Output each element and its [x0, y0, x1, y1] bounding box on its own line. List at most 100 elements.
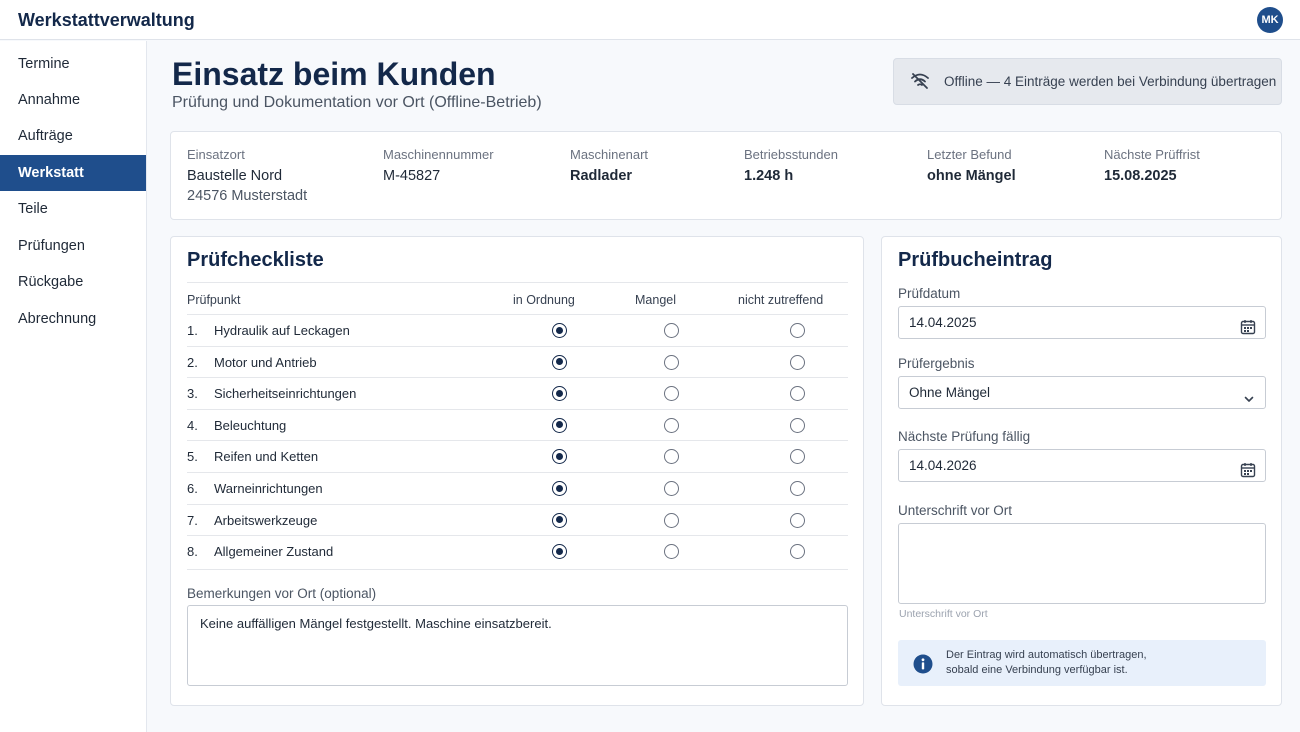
radio-mangel[interactable] [664, 544, 679, 560]
sidebar-item-annahme[interactable]: Annahme [18, 92, 81, 108]
radio-mangel[interactable] [664, 449, 679, 465]
row-label: Sicherheitseinrichtungen [214, 386, 357, 402]
radio-in-ordnung[interactable] [552, 512, 567, 528]
checklist-row: 3. Sicherheitseinrichtungen [187, 377, 848, 409]
info-label: Maschinenart [570, 147, 649, 162]
radio-in-ordnung[interactable] [552, 323, 567, 338]
radio-nicht-zutreffend[interactable] [790, 386, 805, 402]
signature-pad[interactable] [898, 523, 1266, 604]
calendar-icon[interactable] [1240, 458, 1256, 489]
radio-nicht-zutreffend[interactable] [790, 481, 805, 496]
info-label: Nächste Prüffrist [1104, 147, 1200, 162]
column-header-defect: Mangel [635, 293, 676, 307]
info-next-deadline: Nächste Prüffrist 15.08.2025 [1104, 147, 1200, 184]
radio-in-ordnung[interactable] [552, 481, 567, 496]
checklist-row: 7. Arbeitswerkzeuge [187, 503, 848, 536]
row-number: 7. [187, 512, 198, 528]
row-number: 2. [187, 354, 198, 370]
radio-mangel[interactable] [664, 512, 679, 528]
sync-info-text: Der Eintrag wird automatisch übertragen,… [946, 648, 1246, 678]
radio-in-ordnung[interactable] [552, 544, 567, 560]
row-number: 4. [187, 417, 198, 433]
info-value-secondary: 24576 Musterstadt [187, 188, 308, 204]
info-label: Einsatzort [187, 147, 245, 162]
radio-in-ordnung[interactable] [552, 386, 567, 402]
info-value: Baustelle Nord [187, 168, 283, 184]
radio-mangel[interactable] [664, 417, 679, 433]
row-number: 3. [187, 386, 198, 402]
info-operating-hours: Betriebsstunden 1.248 h [744, 147, 838, 184]
sidebar-item-abrechnung[interactable]: Abrechnung [18, 311, 97, 327]
sync-info-line-2: sobald eine Verbindung verfügbar ist. [946, 664, 1128, 676]
sidebar-item-werkstatt[interactable]: Werkstatt [0, 155, 146, 191]
row-label: Hydraulik auf Leckagen [214, 323, 350, 338]
divider [187, 569, 848, 570]
remarks-label: Bemerkungen vor Ort (optional) [187, 586, 377, 601]
radio-in-ordnung[interactable] [552, 417, 567, 433]
checklist-title: Prüfcheckliste [187, 249, 324, 271]
info-machine-type: Maschinenart Radlader [570, 147, 648, 184]
signature-caption: Unterschrift vor Ort [899, 608, 988, 620]
row-label: Motor und Antrieb [214, 354, 317, 370]
radio-in-ordnung[interactable] [552, 449, 567, 465]
sync-info-line-1: Der Eintrag wird automatisch übertragen, [946, 649, 1147, 661]
info-value: M-45827 [383, 168, 441, 184]
sync-info-box: Der Eintrag wird automatisch übertragen,… [898, 640, 1266, 686]
sidebar-item-teile[interactable]: Teile [18, 201, 48, 217]
checklist-row: 2. Motor und Antrieb [187, 345, 848, 378]
next-inspection-input[interactable]: 14.04.2026 [898, 449, 1266, 482]
user-avatar[interactable]: MK [1257, 7, 1283, 33]
offline-banner: Offline — 4 Einträge werden bei Verbindu… [893, 58, 1282, 105]
radio-nicht-zutreffend[interactable] [790, 323, 805, 338]
next-inspection-label: Nächste Prüfung fällig [898, 429, 1031, 444]
radio-mangel[interactable] [664, 323, 679, 338]
radio-mangel[interactable] [664, 481, 679, 496]
row-label: Arbeitswerkzeuge [214, 512, 318, 528]
row-label: Beleuchtung [214, 417, 287, 433]
next-inspection-value: 14.04.2026 [909, 458, 977, 473]
chevron-down-icon [1242, 386, 1256, 417]
calendar-icon[interactable] [1240, 315, 1256, 346]
info-label: Letzter Befund [927, 147, 1012, 162]
info-machine-number: Maschinennummer M-45827 [383, 147, 494, 184]
sidebar-item-termine[interactable]: Termine [18, 56, 70, 72]
row-number: 1. [187, 323, 198, 338]
wifi-off-icon [910, 72, 930, 95]
signature-label: Unterschrift vor Ort [898, 503, 1013, 518]
column-header-ok: in Ordnung [513, 293, 575, 307]
column-header-na: nicht zutreffend [738, 293, 824, 307]
row-label: Reifen und Ketten [214, 449, 319, 465]
info-label: Betriebsstunden [744, 147, 838, 162]
info-location: Einsatzort Baustelle Nord 24576 Musterst… [187, 147, 307, 204]
radio-mangel[interactable] [664, 386, 679, 402]
date-input[interactable]: 14.04.2025 [898, 306, 1266, 339]
checklist-row: 4. Beleuchtung [187, 408, 848, 441]
radio-nicht-zutreffend[interactable] [790, 354, 805, 370]
offline-status-text: Offline — 4 Einträge werden bei Verbindu… [944, 74, 1277, 89]
page-subtitle: Prüfung und Dokumentation vor Ort (Offli… [172, 94, 542, 111]
radio-nicht-zutreffend[interactable] [790, 544, 805, 560]
divider [187, 282, 848, 283]
radio-nicht-zutreffend[interactable] [790, 512, 805, 528]
remarks-textarea[interactable]: Keine auffälligen Mängel festgestellt. M… [187, 605, 848, 686]
info-value: ohne Mängel [927, 168, 1016, 184]
logbook-entry-card: Prüfbucheintrag Prüfdatum 14.04.2025 Prü… [881, 236, 1282, 706]
page-title: Einsatz beim Kunden [172, 56, 496, 92]
radio-mangel[interactable] [664, 354, 679, 370]
radio-nicht-zutreffend[interactable] [790, 417, 805, 433]
entry-title: Prüfbucheintrag [898, 249, 1053, 271]
machine-info-card: Einsatzort Baustelle Nord 24576 Musterst… [170, 131, 1282, 220]
date-label: Prüfdatum [898, 286, 961, 301]
sidebar-item-rueckgabe[interactable]: Rückgabe [18, 274, 84, 290]
date-value: 14.04.2025 [909, 315, 977, 330]
checklist-row: 1. Hydraulik auf Leckagen [187, 314, 848, 346]
radio-in-ordnung[interactable] [552, 354, 567, 370]
result-select[interactable]: Ohne Mängel [898, 376, 1266, 409]
info-label: Maschinennummer [383, 147, 494, 162]
radio-nicht-zutreffend[interactable] [790, 449, 805, 465]
checklist-card: Prüfcheckliste Prüfpunkt in Ordnung Mang… [170, 236, 864, 706]
sidebar-item-auftraege[interactable]: Aufträge [18, 128, 73, 144]
app-title: Werkstattverwaltung [18, 10, 195, 30]
info-last-finding: Letzter Befund ohne Mängel [927, 147, 1016, 184]
sidebar-item-pruefungen[interactable]: Prüfungen [18, 238, 85, 254]
